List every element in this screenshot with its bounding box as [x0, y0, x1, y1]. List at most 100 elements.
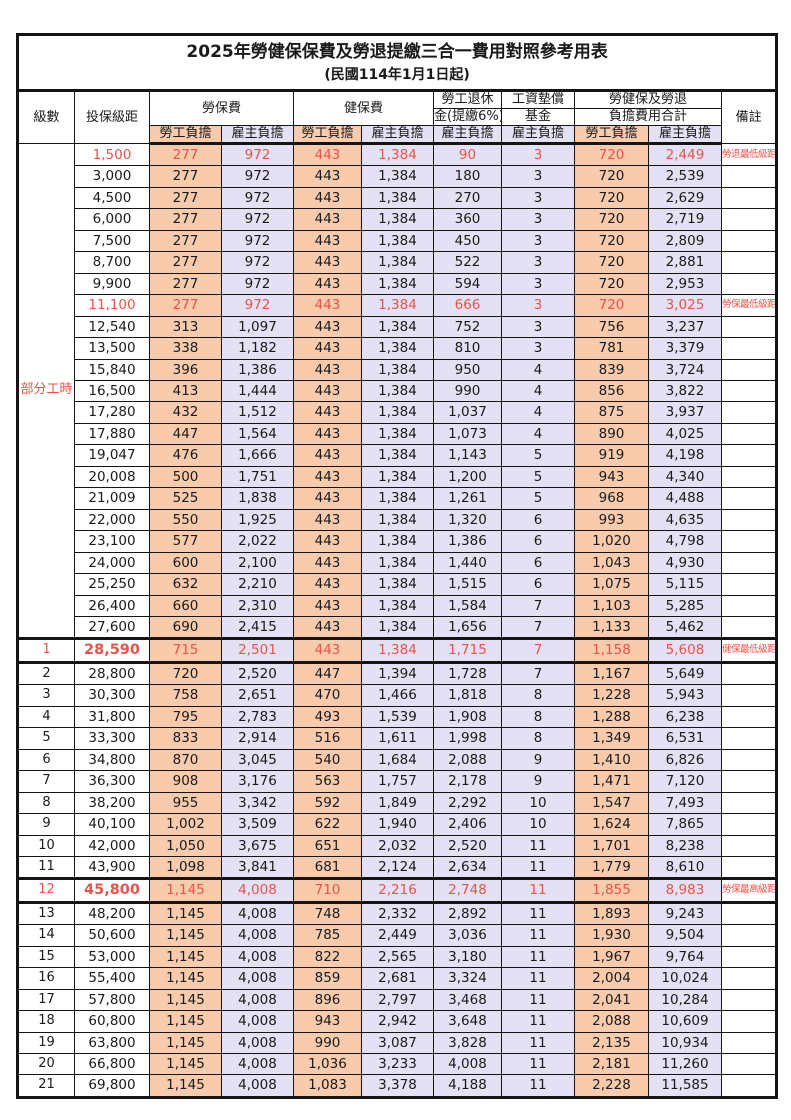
- labor-employee-cell: 1,145: [149, 1074, 222, 1098]
- health-employee-cell: 443: [293, 444, 362, 467]
- pension-employer-cell: 1,656: [433, 615, 502, 640]
- bracket-cell: 25,250: [74, 573, 150, 596]
- labor-employee-cell: 277: [149, 294, 222, 317]
- table-row: 24,000 600 2,100 443 1,384 1,440 6 1,043 4,930: [18, 551, 778, 575]
- labor-employer-cell: 4,008: [221, 877, 294, 904]
- table-row: 15,840 396 1,386 443 1,384 950 4 839 3,724: [18, 358, 778, 381]
- labor-employer-cell: 972: [221, 208, 294, 231]
- wage-fund-employer-cell: 8: [501, 705, 575, 729]
- total-employee-cell: 720: [574, 294, 649, 317]
- total-employer-cell: 3,937: [648, 401, 722, 424]
- bracket-cell: 11,100: [74, 294, 150, 317]
- health-employer-cell: 2,797: [361, 988, 434, 1012]
- labor-employee-cell: 447: [149, 422, 222, 446]
- health-employer-cell: 1,466: [361, 684, 434, 707]
- premium-reference-table: 2025年勞健保保費及勞退提繳三合一費用對照參考用表 (民國114年1月1日起)…: [16, 33, 779, 1099]
- note-cell: [720, 770, 778, 793]
- total-employee-cell: 1,779: [574, 855, 649, 880]
- wage-fund-employer-cell: 3: [501, 315, 575, 339]
- pension-employer-cell: 2,748: [433, 877, 502, 904]
- health-employee-cell: 443: [293, 551, 362, 575]
- pension-employer-cell: 1,584: [433, 594, 502, 617]
- note-cell: [720, 924, 778, 947]
- health-employee-cell: 785: [293, 924, 362, 947]
- total-employer-cell: 8,610: [648, 855, 722, 880]
- wage-fund-employer-cell: 10: [501, 791, 575, 815]
- table-row: 3,000 277 972 443 1,384 180 3 720 2,539: [18, 165, 778, 188]
- total-employee-cell: 720: [574, 142, 649, 167]
- table-row: 12 45,800 1,145 4,008 710 2,216 2,748 11 1,855 8,…: [17, 877, 778, 904]
- labor-employer-cell: 2,783: [221, 705, 294, 729]
- col-header-labor-insurance: 勞保費: [149, 90, 294, 126]
- health-employee-cell: 563: [293, 770, 362, 793]
- table-row: 8 38,200 955 3,342 592 1,849 2,292 10 1,547 7,493: [17, 791, 778, 815]
- pension-employer-cell: 4,188: [433, 1074, 502, 1098]
- table-row: 7,500 277 972 443 1,384 450 3 720 2,809: [18, 229, 778, 253]
- total-employer-cell: 9,504: [648, 924, 722, 947]
- labor-employee-cell: 1,050: [149, 834, 222, 857]
- labor-employee-cell: 1,145: [149, 967, 222, 990]
- labor-employee-cell: 1,098: [149, 855, 222, 880]
- note-cell: [720, 1053, 778, 1076]
- labor-employer-cell: 4,008: [221, 901, 294, 926]
- bracket-cell: 66,800: [74, 1053, 150, 1076]
- page-title: 2025年勞健保保費及勞退提繳三合一費用對照參考用表: [186, 42, 608, 62]
- total-employee-cell: 1,930: [574, 924, 649, 947]
- labor-employer-cell: 4,008: [221, 1031, 294, 1055]
- wage-fund-employer-cell: 3: [501, 142, 575, 167]
- total-employer-cell: 3,822: [648, 379, 722, 403]
- total-employer-cell: 9,764: [648, 945, 722, 969]
- pension-employer-cell: 2,634: [433, 855, 502, 880]
- labor-employer-cell: 972: [221, 294, 294, 317]
- labor-employer-cell: 2,100: [221, 551, 294, 575]
- labor-employee-cell: 690: [149, 615, 222, 640]
- wage-fund-employer-cell: 11: [501, 988, 575, 1012]
- table-row: 1 28,590 715 2,501 443 1,384 1,715 7 1,158 5,608 健…: [17, 637, 778, 664]
- table-row: 7 36,300 908 3,176 563 1,757 2,178 9 1,471 7,120: [17, 770, 778, 793]
- total-employee-cell: 875: [574, 401, 649, 424]
- note-cell: [720, 748, 778, 772]
- health-employer-cell: 3,233: [361, 1053, 434, 1076]
- labor-employer-cell: 972: [221, 165, 294, 188]
- total-employee-cell: 2,181: [574, 1053, 649, 1076]
- total-employer-cell: 4,340: [648, 465, 722, 489]
- labor-employer-cell: 972: [221, 251, 294, 274]
- health-employer-cell: 1,394: [361, 661, 434, 686]
- subheader-labor-employee: 勞工負擔: [149, 125, 222, 145]
- wage-fund-employer-cell: 7: [501, 594, 575, 617]
- wage-fund-employer-cell: 5: [501, 487, 575, 510]
- bracket-cell: 4,500: [74, 186, 150, 210]
- health-employer-cell: 3,378: [361, 1074, 434, 1098]
- header-row-2: 金(提繳6%) 基金 負擔費用合計: [18, 108, 777, 126]
- total-employee-cell: 1,967: [574, 945, 649, 969]
- total-employer-cell: 7,865: [648, 813, 722, 836]
- pension-employer-cell: 3,648: [433, 1010, 502, 1033]
- labor-employee-cell: 525: [149, 487, 222, 510]
- table-row: 5 33,300 833 2,914 516 1,611 1,998 8 1,349 6,531: [17, 727, 778, 750]
- total-employer-cell: 2,881: [648, 251, 722, 274]
- total-employee-cell: 943: [574, 465, 649, 489]
- health-employer-cell: 1,384: [361, 422, 434, 446]
- labor-employee-cell: 1,145: [149, 924, 222, 947]
- level-cell: 20: [17, 1053, 75, 1076]
- note-cell: [720, 465, 778, 489]
- wage-fund-employer-cell: 9: [501, 748, 575, 772]
- labor-employer-cell: 2,415: [221, 615, 294, 640]
- health-employee-cell: 748: [293, 901, 362, 926]
- labor-employer-cell: 2,210: [221, 573, 294, 596]
- note-cell: [720, 272, 778, 296]
- wage-fund-employer-cell: 6: [501, 530, 575, 553]
- health-employee-cell: 443: [293, 186, 362, 210]
- health-employee-cell: 443: [293, 229, 362, 253]
- bracket-cell: 30,300: [74, 684, 150, 707]
- note-cell: [720, 358, 778, 381]
- total-employer-cell: 4,198: [648, 444, 722, 467]
- col-header-wage-fund-line1: 工資墊償: [501, 90, 575, 109]
- pension-employer-cell: 270: [433, 186, 502, 210]
- labor-employee-cell: 955: [149, 791, 222, 815]
- pension-employer-cell: 2,892: [433, 901, 502, 926]
- subheader-health-employee: 勞工負擔: [293, 125, 362, 145]
- table-row: 13,500 338 1,182 443 1,384 810 3 781 3,379: [18, 337, 778, 360]
- labor-employee-cell: 277: [149, 251, 222, 274]
- table-row: 2 28,800 720 2,520 447 1,394 1,728 7 1,167 5,649: [17, 661, 778, 686]
